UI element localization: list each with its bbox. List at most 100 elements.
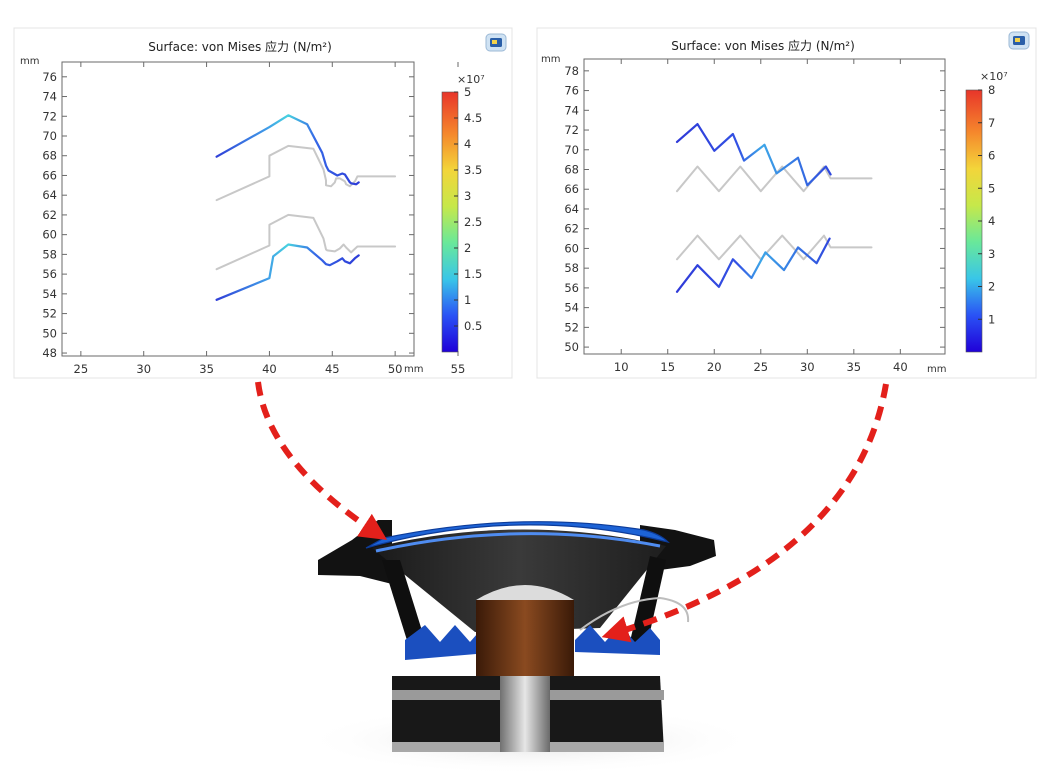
speaker-basket-leg-left (382, 560, 428, 650)
speaker-cutaway-illustration (300, 520, 760, 775)
y-tick-label: 66 (564, 182, 579, 196)
colorbar-tick-label: 5 (988, 181, 995, 195)
arrow-spider-callout (601, 383, 889, 643)
right-panel-frame (536, 27, 1037, 379)
speaker-dust-cap (476, 585, 574, 600)
y-tick-label: 54 (564, 301, 579, 315)
colorbar-tick-label: 1 (464, 293, 471, 307)
x-tick-label: 10 (614, 360, 629, 374)
undeformed-outline-curve-0 (215, 144, 397, 202)
speaker-basket-leg-right (628, 556, 666, 650)
y-tick-label: 60 (42, 228, 57, 242)
y-tick-label: 56 (564, 281, 579, 295)
y-tick-label: 72 (42, 109, 57, 123)
y-tick-label: 50 (42, 326, 57, 340)
left-colorbar-ticks: 5 4.5 4 3.5 3 2.5 2 1.5 1 0.5 (454, 85, 482, 333)
y-tick-label: 72 (564, 123, 579, 137)
colorbar-tick-label: 2 (988, 280, 995, 294)
right-colorbar-ticks: 8 7 6 5 4 3 2 1 (978, 83, 995, 326)
right-axis-ticks: 10 15 20 25 30 35 40 50 52 54 56 58 60 62 64 66 68 70 72 74… (564, 59, 945, 374)
y-tick-label: 66 (42, 168, 57, 182)
colorbar-tick-label: 6 (988, 149, 995, 163)
colorbar-tick-label: 3 (464, 189, 471, 203)
deformed-shape-curve-1 (675, 122, 832, 187)
x-tick-label: 25 (753, 360, 768, 374)
y-tick-label: 64 (564, 202, 579, 216)
x-tick-label: 15 (660, 360, 675, 374)
y-tick-label: 68 (42, 149, 57, 163)
undeformed-outline-curve-0 (676, 165, 873, 193)
right-plot-panel: Surface: von Mises 应力 (N/m²) mm mm 10 15 2… (536, 27, 1037, 379)
y-tick-label: 56 (42, 267, 57, 281)
left-plot-panel: Surface: von Mises 应力 (N/m²) mm mm 25 30 3… (13, 27, 513, 379)
right-x-unit: mm (927, 364, 946, 375)
colorbar-tick-label: 3 (988, 247, 995, 261)
x-tick-label: 30 (136, 362, 151, 376)
left-colorbar-exponent: ×10⁷ (457, 73, 485, 86)
undeformed-outline-curve-2 (215, 213, 397, 271)
x-tick-label: 40 (262, 362, 277, 376)
deformed-shape-curve-3 (215, 243, 360, 301)
right-plot-camera-icon[interactable] (1008, 31, 1030, 50)
speaker-pole-piece (500, 676, 550, 752)
colorbar-tick-label: 1 (988, 312, 995, 326)
y-tick-label: 74 (564, 103, 579, 117)
colorbar-tick-label: 7 (988, 116, 995, 130)
right-colorbar: ×10⁷ 8 7 6 5 4 3 2 1 (965, 70, 1008, 353)
speaker-surround (365, 521, 670, 549)
y-tick-label: 70 (42, 129, 57, 143)
colorbar-tick-label: 1.5 (464, 267, 482, 281)
colorbar-tick-label: 0.5 (464, 319, 482, 333)
right-plot-title: Surface: von Mises 应力 (N/m²) (671, 38, 855, 53)
right-y-unit: mm (541, 54, 560, 65)
y-tick-label: 76 (564, 84, 579, 98)
y-tick-label: 60 (564, 241, 579, 255)
x-tick-label: 55 (451, 362, 466, 376)
colorbar-tick-label: 5 (464, 85, 471, 99)
y-tick-label: 62 (42, 208, 57, 222)
x-tick-label: 50 (388, 362, 403, 376)
right-plot-area (583, 58, 946, 355)
arrow-surround-callout (255, 381, 388, 540)
y-tick-label: 54 (42, 287, 57, 301)
x-tick-label: 20 (707, 360, 722, 374)
speaker-lead-wire (579, 596, 690, 631)
y-tick-label: 58 (564, 261, 579, 275)
y-tick-label: 50 (564, 340, 579, 354)
left-plot-title: Surface: von Mises 应力 (N/m²) (148, 39, 332, 54)
left-y-unit: mm (20, 56, 39, 67)
colorbar-tick-label: 2.5 (464, 215, 482, 229)
left-plot-area (61, 61, 415, 357)
colorbar-tick-label: 8 (988, 83, 995, 97)
speaker-cone (372, 529, 666, 632)
left-plot-curves (215, 114, 397, 301)
right-plot-curves (675, 122, 873, 293)
x-tick-label: 35 (846, 360, 861, 374)
y-tick-label: 76 (42, 70, 57, 84)
x-tick-label: 40 (893, 360, 908, 374)
y-tick-label: 52 (42, 307, 57, 321)
left-panel-frame (13, 27, 513, 379)
colorbar-tick-label: 4.5 (464, 111, 482, 125)
y-tick-label: 78 (564, 64, 579, 78)
x-tick-label: 25 (74, 362, 89, 376)
deformed-shape-curve-3 (675, 237, 831, 293)
colorbar-tick-label: 2 (464, 241, 471, 255)
x-tick-label: 30 (800, 360, 815, 374)
speaker-voice-coil (476, 600, 574, 678)
y-tick-label: 48 (42, 346, 57, 360)
colorbar-tick-label: 3.5 (464, 163, 482, 177)
y-tick-label: 70 (564, 143, 579, 157)
left-colorbar: ×10⁷ 5 4.5 4 3.5 3 2.5 2 1.5 1 0.5 (441, 73, 485, 353)
y-tick-label: 52 (564, 320, 579, 334)
y-tick-label: 74 (42, 90, 57, 104)
left-plot-camera-icon[interactable] (485, 33, 507, 52)
x-tick-label: 35 (199, 362, 214, 376)
x-tick-label: 45 (325, 362, 340, 376)
right-colorbar-exponent: ×10⁷ (980, 70, 1008, 83)
deformed-shape-curve-1 (215, 114, 360, 186)
left-x-unit: mm (404, 364, 423, 375)
y-tick-label: 64 (42, 188, 57, 202)
y-tick-label: 62 (564, 222, 579, 236)
